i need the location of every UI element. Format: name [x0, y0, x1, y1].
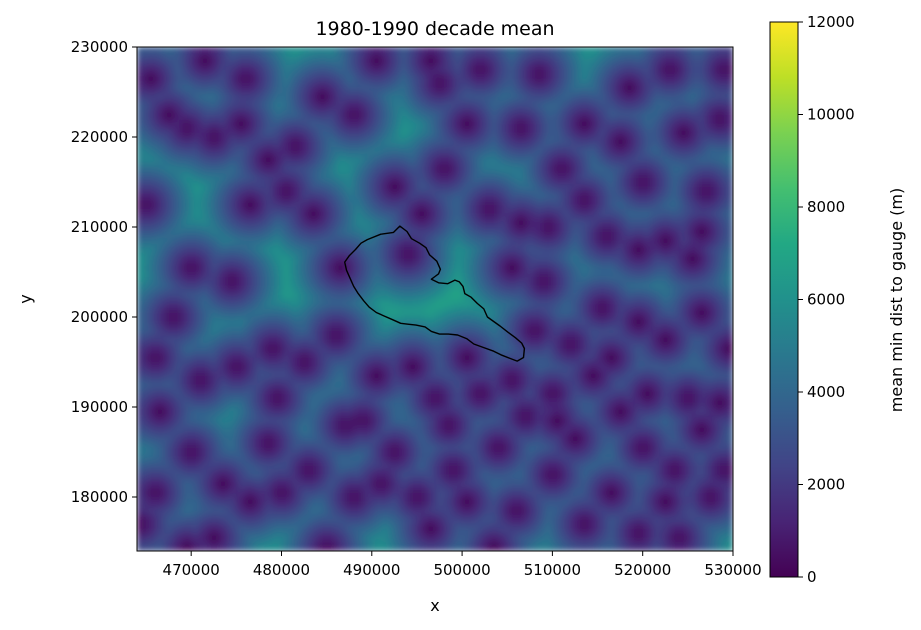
x-tick-label: 490000 [343, 561, 400, 579]
colorbar-ticks: 0 2000 4000 6000 8000 10000 12000 [798, 13, 855, 586]
y-tick-label: 230000 [71, 38, 128, 56]
colorbar-label: mean min dist to gauge (m) [887, 188, 906, 412]
x-tick-label: 480000 [253, 561, 310, 579]
catchment-boundary [344, 225, 526, 362]
x-tick-label: 500000 [433, 561, 490, 579]
colorbar-tick-label: 4000 [807, 383, 845, 401]
y-tick-label: 210000 [71, 218, 128, 236]
catchment-outline [344, 225, 526, 362]
y-axis-ticks: 180000 190000 200000 210000 220000 230000 [71, 38, 137, 506]
plot-frame [136, 46, 734, 552]
x-tick-label: 510000 [524, 561, 581, 579]
x-axis-ticks: 470000 480000 490000 500000 510000 520000 5300… [163, 551, 762, 579]
y-tick-label: 190000 [71, 398, 128, 416]
colorbar [769, 21, 799, 578]
colorbar-tick-label: 2000 [807, 476, 845, 494]
colorbar-tick-label: 6000 [807, 291, 845, 309]
x-axis-label: x [430, 596, 439, 615]
chart-title: 1980-1990 decade mean [315, 18, 554, 40]
y-tick-label: 180000 [71, 488, 128, 506]
y-tick-label: 220000 [71, 128, 128, 146]
colorbar-tick-label: 10000 [807, 106, 855, 124]
x-tick-label: 530000 [704, 561, 761, 579]
x-tick-label: 470000 [163, 561, 220, 579]
heatmap-raster [137, 47, 733, 551]
y-tick-label: 200000 [71, 308, 128, 326]
colorbar-tick-label: 12000 [807, 13, 855, 31]
x-tick-label: 520000 [614, 561, 671, 579]
y-axis-label: y [16, 294, 35, 303]
colorbar-tick-label: 0 [807, 568, 817, 586]
colorbar-tick-label: 8000 [807, 198, 845, 216]
heatmap [137, 47, 733, 551]
